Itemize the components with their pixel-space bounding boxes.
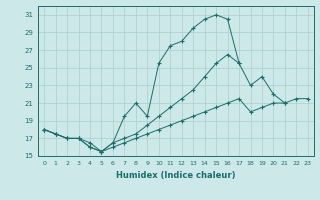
X-axis label: Humidex (Indice chaleur): Humidex (Indice chaleur) xyxy=(116,171,236,180)
